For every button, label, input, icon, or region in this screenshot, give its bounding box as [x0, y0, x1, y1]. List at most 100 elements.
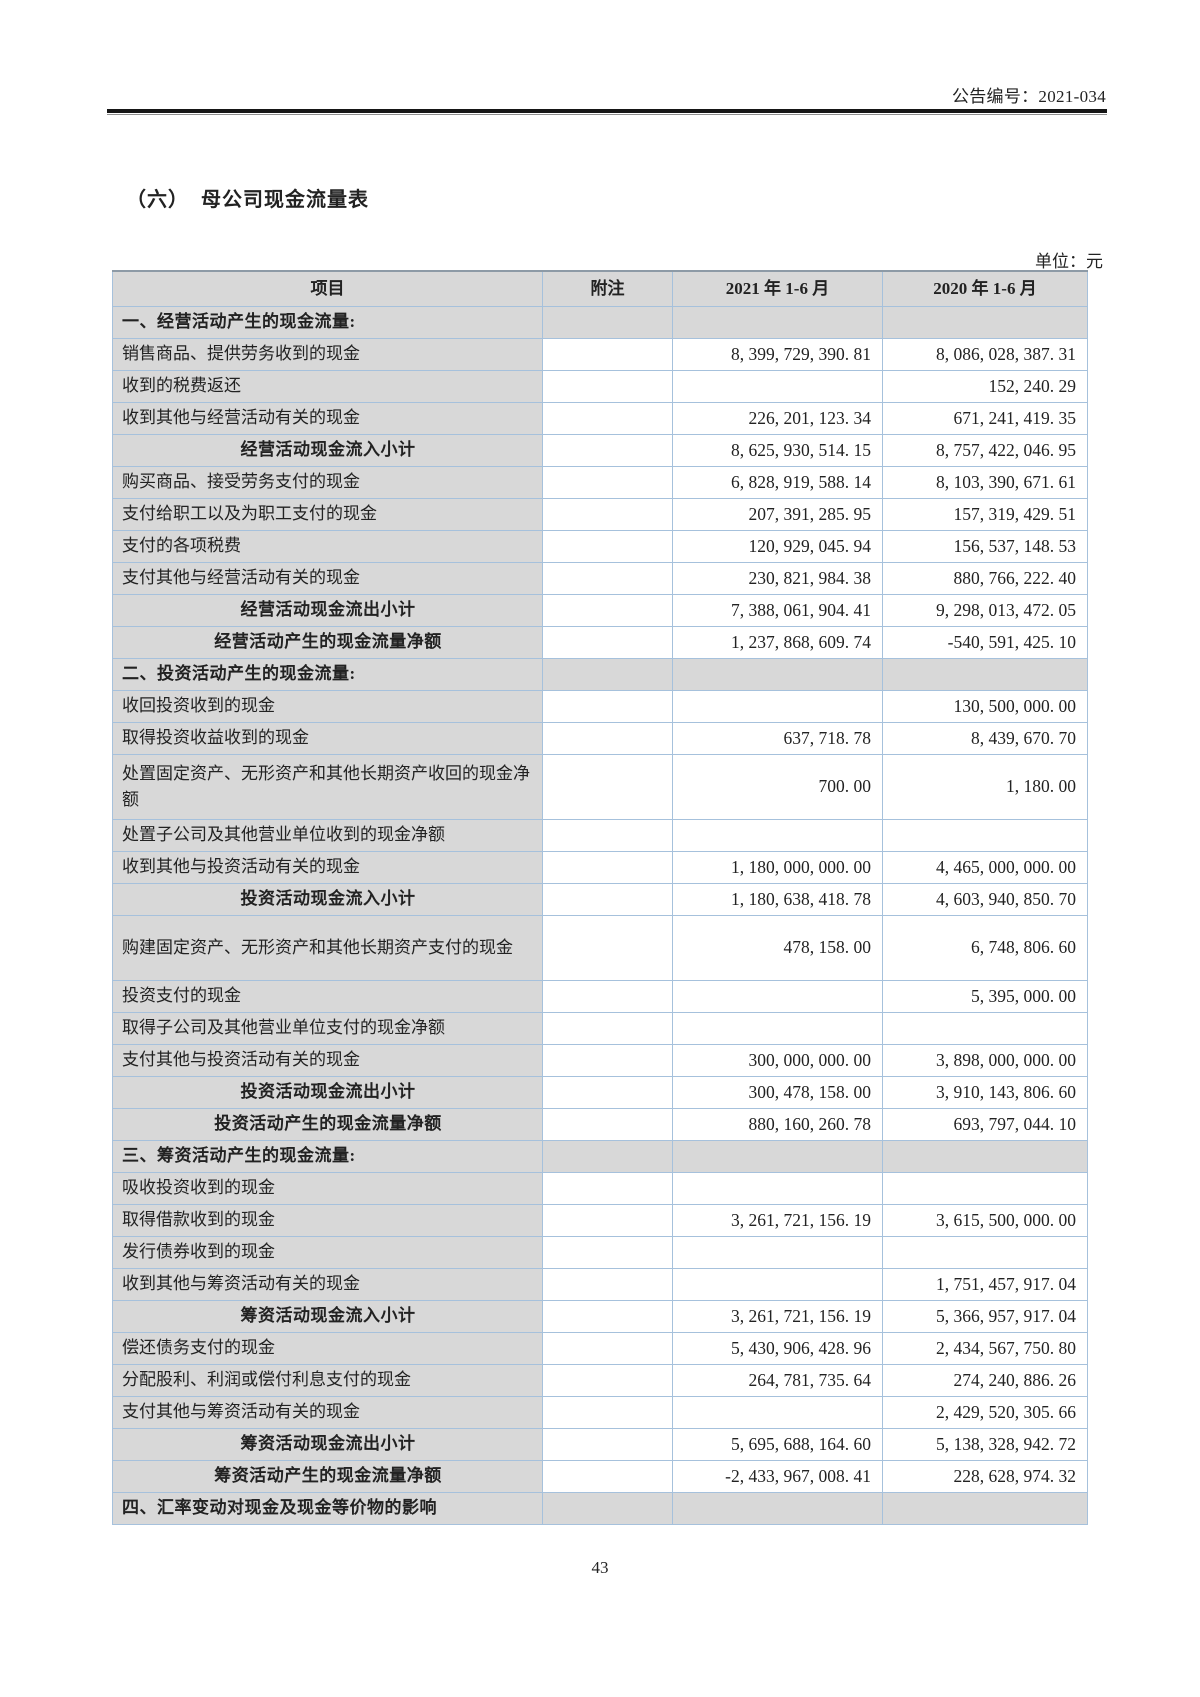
table-row: 二、投资活动产生的现金流量:: [112, 658, 1088, 691]
row-value-2021: [672, 980, 883, 1013]
row-value-2020: [882, 1236, 1088, 1269]
row-value-2020: 4, 465, 000, 000. 00: [882, 851, 1088, 884]
row-note: [542, 851, 673, 884]
row-item-label: 筹资活动产生的现金流量净额: [112, 1460, 543, 1493]
row-value-2021: [672, 370, 883, 403]
row-value-2020: 130, 500, 000. 00: [882, 690, 1088, 723]
row-note: [542, 562, 673, 595]
row-note: [542, 1492, 673, 1525]
table-row: 发行债券收到的现金: [112, 1236, 1088, 1269]
header-note: 附注: [542, 270, 673, 307]
row-note: [542, 754, 673, 820]
table-row: 吸收投资收到的现金: [112, 1172, 1088, 1205]
row-value-2020: 5, 395, 000. 00: [882, 980, 1088, 1013]
row-note: [542, 1108, 673, 1141]
table-row: 收到其他与投资活动有关的现金 1, 180, 000, 000. 00 4, 4…: [112, 851, 1088, 884]
row-note: [542, 1236, 673, 1269]
header-item: 项目: [112, 270, 543, 307]
row-value-2021: 8, 399, 729, 390. 81: [672, 338, 883, 371]
row-note: [542, 1044, 673, 1077]
table-row: 筹资活动现金流入小计 3, 261, 721, 156. 19 5, 366, …: [112, 1300, 1088, 1333]
row-value-2020: 1, 751, 457, 917. 04: [882, 1268, 1088, 1301]
table-row: 收到的税费返还 152, 240. 29: [112, 370, 1088, 403]
row-value-2020: 693, 797, 044. 10: [882, 1108, 1088, 1141]
table-row: 投资活动现金流出小计 300, 478, 158. 00 3, 910, 143…: [112, 1076, 1088, 1109]
row-value-2020: 1, 180. 00: [882, 754, 1088, 820]
row-value-2020: 8, 757, 422, 046. 95: [882, 434, 1088, 467]
row-note: [542, 1268, 673, 1301]
table-row: 经营活动产生的现金流量净额 1, 237, 868, 609. 74 -540,…: [112, 626, 1088, 659]
row-value-2020: 152, 240. 29: [882, 370, 1088, 403]
row-value-2020: 5, 138, 328, 942. 72: [882, 1428, 1088, 1461]
row-value-2020: 3, 898, 000, 000. 00: [882, 1044, 1088, 1077]
table-row: 处置子公司及其他营业单位收到的现金净额: [112, 819, 1088, 852]
row-value-2021: 880, 160, 260. 78: [672, 1108, 883, 1141]
row-value-2020: [882, 306, 1088, 339]
row-item-label: 支付的各项税费: [112, 530, 543, 563]
header-divider-thin-line: [107, 113, 1107, 115]
table-row: 处置固定资产、无形资产和其他长期资产收回的现金净额 700. 00 1, 180…: [112, 754, 1088, 820]
row-item-label: 购建固定资产、无形资产和其他长期资产支付的现金: [112, 915, 543, 981]
row-value-2020: 9, 298, 013, 472. 05: [882, 594, 1088, 627]
table-row: 购买商品、接受劳务支付的现金 6, 828, 919, 588. 14 8, 1…: [112, 466, 1088, 499]
row-note: [542, 338, 673, 371]
row-value-2020: 156, 537, 148. 53: [882, 530, 1088, 563]
table-row: 筹资活动产生的现金流量净额 -2, 433, 967, 008. 41 228,…: [112, 1460, 1088, 1493]
row-value-2021: [672, 1268, 883, 1301]
table-row: 一、经营活动产生的现金流量:: [112, 306, 1088, 339]
row-value-2020: 228, 628, 974. 32: [882, 1460, 1088, 1493]
table-row: 三、筹资活动产生的现金流量:: [112, 1140, 1088, 1173]
row-value-2020: [882, 1140, 1088, 1173]
table-row: 经营活动现金流入小计 8, 625, 930, 514. 15 8, 757, …: [112, 434, 1088, 467]
row-value-2020: 4, 603, 940, 850. 70: [882, 883, 1088, 916]
row-value-2020: 8, 103, 390, 671. 61: [882, 466, 1088, 499]
row-value-2021: [672, 1012, 883, 1045]
row-value-2020: [882, 1012, 1088, 1045]
row-item-label: 偿还债务支付的现金: [112, 1332, 543, 1365]
row-value-2021: [672, 819, 883, 852]
row-value-2021: 3, 261, 721, 156. 19: [672, 1300, 883, 1333]
row-item-label: 取得投资收益收到的现金: [112, 722, 543, 755]
row-item-label: 处置子公司及其他营业单位收到的现金净额: [112, 819, 543, 852]
row-value-2020: -540, 591, 425. 10: [882, 626, 1088, 659]
row-item-label: 投资活动现金流入小计: [112, 883, 543, 916]
row-value-2020: 8, 439, 670. 70: [882, 722, 1088, 755]
table-body: 一、经营活动产生的现金流量: 销售商品、提供劳务收到的现金 8, 399, 72…: [112, 306, 1088, 1525]
row-item-label: 经营活动现金流入小计: [112, 434, 543, 467]
row-item-label: 筹资活动现金流出小计: [112, 1428, 543, 1461]
row-value-2020: [882, 658, 1088, 691]
row-item-label: 发行债券收到的现金: [112, 1236, 543, 1269]
row-note: [542, 1364, 673, 1397]
header-2020: 2020 年 1-6 月: [882, 270, 1088, 307]
row-item-label: 吸收投资收到的现金: [112, 1172, 543, 1205]
row-value-2020: 3, 910, 143, 806. 60: [882, 1076, 1088, 1109]
row-item-label: 收到其他与投资活动有关的现金: [112, 851, 543, 884]
table-row: 取得借款收到的现金 3, 261, 721, 156. 19 3, 615, 5…: [112, 1204, 1088, 1237]
table-row: 取得子公司及其他营业单位支付的现金净额: [112, 1012, 1088, 1045]
table-row: 偿还债务支付的现金 5, 430, 906, 428. 96 2, 434, 5…: [112, 1332, 1088, 1365]
row-item-label: 取得借款收到的现金: [112, 1204, 543, 1237]
row-value-2021: 207, 391, 285. 95: [672, 498, 883, 531]
row-value-2021: [672, 1492, 883, 1525]
row-note: [542, 1204, 673, 1237]
table-row: 支付给职工以及为职工支付的现金 207, 391, 285. 95 157, 3…: [112, 498, 1088, 531]
row-value-2020: [882, 819, 1088, 852]
table-row: 投资活动产生的现金流量净额 880, 160, 260. 78 693, 797…: [112, 1108, 1088, 1141]
row-note: [542, 1012, 673, 1045]
row-item-label: 取得子公司及其他营业单位支付的现金净额: [112, 1012, 543, 1045]
unit-label: 单位：元: [1035, 252, 1103, 271]
table-row: 收回投资收到的现金 130, 500, 000. 00: [112, 690, 1088, 723]
row-value-2020: 6, 748, 806. 60: [882, 915, 1088, 981]
row-value-2020: 5, 366, 957, 917. 04: [882, 1300, 1088, 1333]
row-value-2021: 5, 430, 906, 428. 96: [672, 1332, 883, 1365]
table-row: 销售商品、提供劳务收到的现金 8, 399, 729, 390. 81 8, 0…: [112, 338, 1088, 371]
row-item-label: 收回投资收到的现金: [112, 690, 543, 723]
row-item-label: 支付其他与投资活动有关的现金: [112, 1044, 543, 1077]
row-item-label: 支付其他与经营活动有关的现金: [112, 562, 543, 595]
row-value-2021: 226, 201, 123. 34: [672, 402, 883, 435]
row-value-2021: 5, 695, 688, 164. 60: [672, 1428, 883, 1461]
table-row: 筹资活动现金流出小计 5, 695, 688, 164. 60 5, 138, …: [112, 1428, 1088, 1461]
row-note: [542, 370, 673, 403]
row-note: [542, 1172, 673, 1205]
row-value-2021: 230, 821, 984. 38: [672, 562, 883, 595]
